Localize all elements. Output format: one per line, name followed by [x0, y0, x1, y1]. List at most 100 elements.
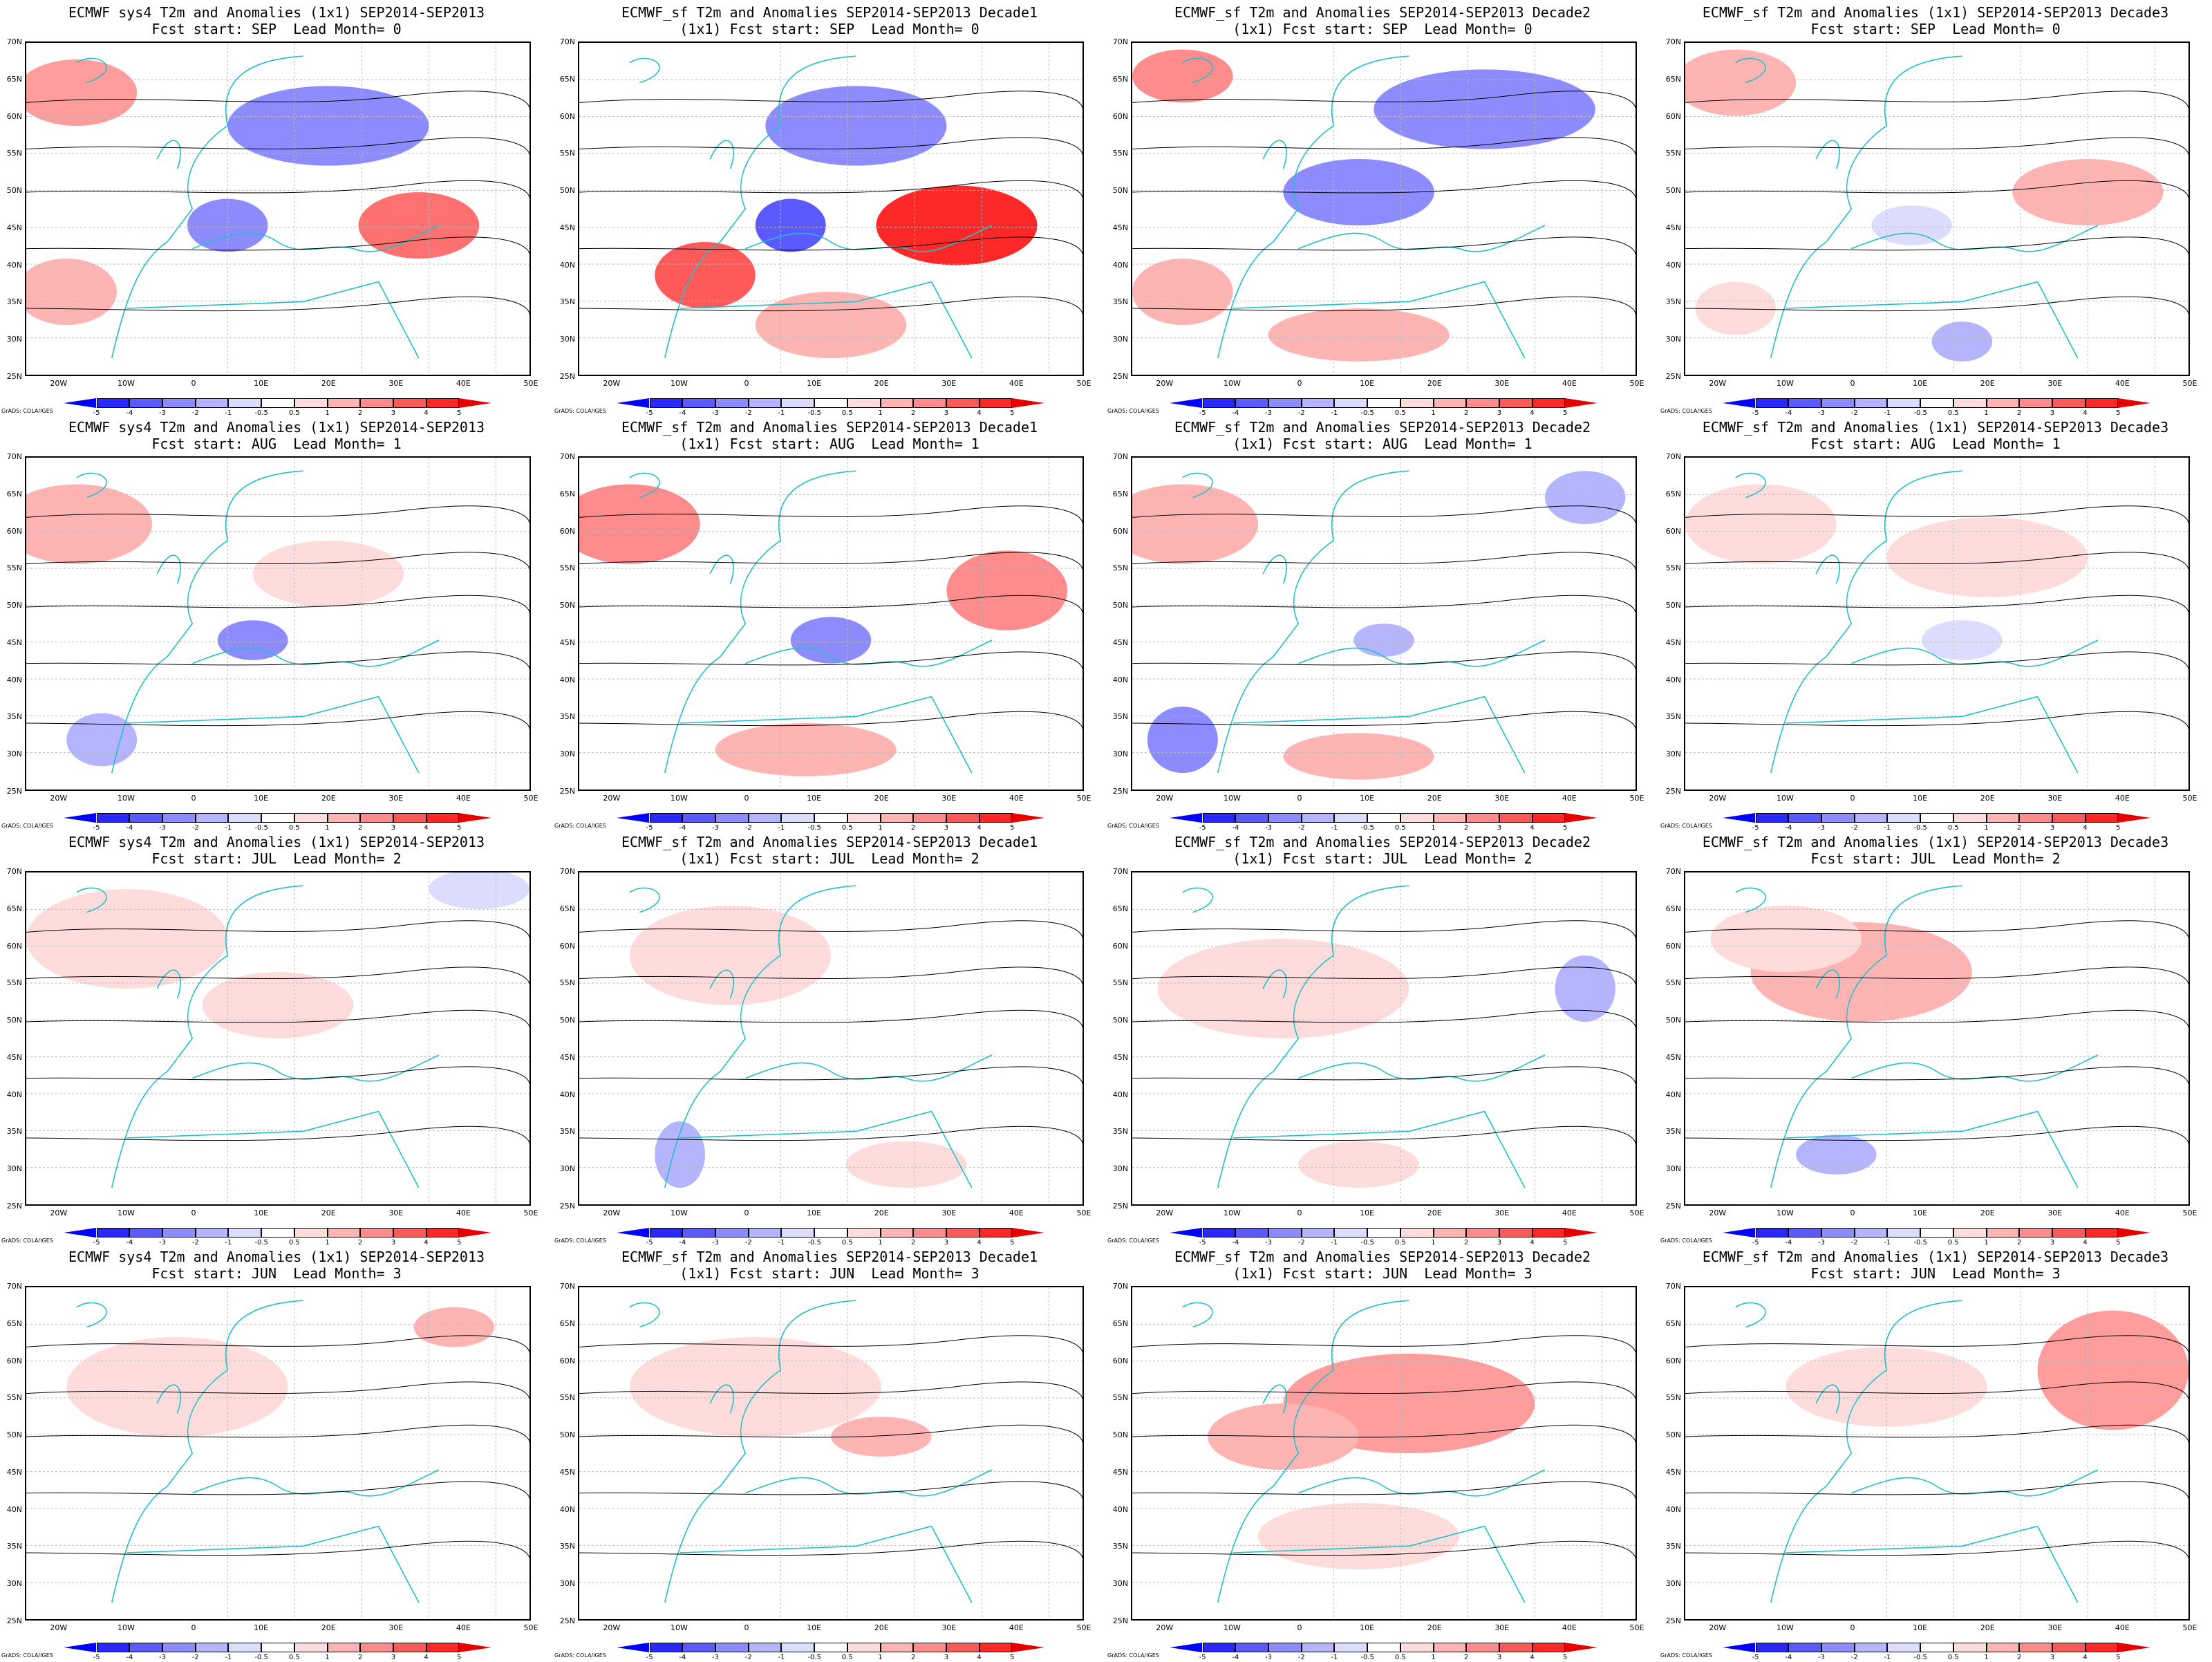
- longitude-labels: 20W 10W 0 10E 20E 30E 40E 50E: [578, 1623, 1091, 1633]
- colorbar-swatch: [1821, 1643, 1855, 1652]
- isotherm-contour: [579, 296, 1082, 315]
- latitude-label: 30N: [1112, 335, 1128, 344]
- colorbar-tick-label: -5: [93, 824, 100, 832]
- latitude-label: 50N: [6, 1430, 22, 1440]
- colorbar-tick-label: -4: [126, 1654, 133, 1661]
- colorbar-swatch: [979, 398, 1013, 408]
- colorbar-swatch: [1953, 398, 1987, 408]
- colorbar-tick-label: 2: [911, 1239, 916, 1246]
- latitude-label: 70N: [6, 37, 22, 46]
- colorbar-tick-label: 1: [1431, 824, 1436, 832]
- colorbar-swatch: [715, 398, 749, 408]
- colorbar-swatch: [715, 1228, 749, 1238]
- coastline: [76, 1300, 440, 1603]
- latitude-label: 40N: [1665, 260, 1681, 270]
- map-area: [25, 456, 531, 791]
- longitude-label: 20W: [1156, 379, 1174, 388]
- colorbar-tick-label: 1: [325, 1654, 330, 1661]
- grads-credit: GrADS: COLA/IGES: [1107, 1652, 1159, 1659]
- longitude-label: 50E: [1629, 794, 1644, 803]
- longitude-label: 50E: [523, 794, 538, 803]
- longitude-labels: 20W 10W 0 10E 20E 30E 40E 50E: [578, 1208, 1091, 1218]
- latitude-label: 55N: [559, 1393, 575, 1403]
- colorbar-tick-label: 1: [878, 1654, 883, 1661]
- longitude-label: 0: [1850, 1623, 1855, 1632]
- anomaly-region: [1871, 205, 1952, 245]
- colorbar-ticks: -5 -4 -3 -2 -1 -0.5 0.5 1 2 3 4 5: [1170, 824, 1598, 832]
- colorbar-swatch: [649, 1228, 683, 1238]
- longitude-label: 10W: [1776, 1208, 1794, 1217]
- isotherm-contour: [26, 1424, 529, 1443]
- panel-title: ECMWF_sf T2m and Anomalies SEP2014-SEP20…: [1106, 1249, 1659, 1282]
- colorbar-swatch: [261, 813, 294, 823]
- colorbar-tick-label: -2: [744, 409, 752, 417]
- latitude-label: 55N: [1112, 1393, 1128, 1403]
- colorbar-tick-label: -5: [93, 1239, 100, 1246]
- map-panel: ECMWF_sf T2m and Anomalies SEP2014-SEP20…: [553, 1244, 1106, 1661]
- anomaly-region: [1283, 159, 1434, 225]
- colorbar-swatch: [1268, 1643, 1302, 1652]
- colorbar-ticks: -5 -4 -3 -2 -1 -0.5 0.5 1 2 3 4 5: [617, 824, 1045, 832]
- colorbar-tick-label: -2: [191, 1239, 199, 1246]
- map-svg: [1132, 872, 1635, 1204]
- anomaly-region: [655, 1121, 705, 1188]
- colorbar-tick-label: 0.5: [288, 1239, 300, 1246]
- isotherm-contour: [579, 1335, 1082, 1353]
- latitude-label: 50N: [1665, 1016, 1681, 1025]
- colorbar-swatch: [1755, 813, 1789, 823]
- colorbar-swatch: [1433, 813, 1467, 823]
- latitude-label: 45N: [1665, 223, 1681, 232]
- panel-title-line2: Fcst start: AUG Lead Month= 1: [151, 436, 402, 452]
- latitude-label: 25N: [1665, 372, 1681, 381]
- panel-title: ECMWF sys4 T2m and Anomalies (1x1) SEP20…: [0, 1249, 553, 1282]
- map-area: [25, 41, 531, 376]
- isotherm-contour: [26, 180, 529, 198]
- map-panel: ECMWF_sf T2m and Anomalies (1x1) SEP2014…: [1659, 830, 2212, 1246]
- map-area: [578, 41, 1084, 376]
- longitude-label: 10E: [1360, 794, 1375, 803]
- longitude-labels: 20W 10W 0 10E 20E 30E 40E 50E: [1684, 1208, 2197, 1218]
- isotherm-contour: [579, 1540, 1082, 1559]
- panel-title-line1: ECMWF_sf T2m and Anomalies SEP2014-SEP20…: [1174, 1249, 1591, 1265]
- colorbar: [1723, 813, 2151, 823]
- coastline: [1735, 470, 2099, 774]
- colorbar-tick-label: -2: [1850, 1654, 1858, 1661]
- panel-title-line2: (1x1) Fcst start: JUL Lead Month= 2: [1232, 850, 1533, 867]
- colorbar-arrow: [1565, 1643, 1598, 1652]
- anomaly-region: [1695, 281, 1777, 335]
- colorbar-tick-label: -3: [1265, 409, 1273, 417]
- colorbar-swatch: [327, 1643, 361, 1652]
- colorbar-swatch: [1433, 1643, 1467, 1652]
- grads-credit: GrADS: COLA/IGES: [1, 408, 53, 414]
- map-panel: ECMWF_sf T2m and Anomalies (1x1) SEP2014…: [1659, 415, 2212, 832]
- longitude-label: 10W: [1223, 379, 1241, 388]
- colorbar-tick-label: -5: [1752, 409, 1759, 417]
- colorbar-tick-label: 3: [391, 824, 396, 832]
- latitude-label: 70N: [1112, 867, 1128, 876]
- colorbar: [1170, 1228, 1598, 1238]
- latitude-label: 55N: [6, 149, 22, 158]
- colorbar-swatch: [1367, 1643, 1400, 1652]
- panel-title: ECMWF sys4 T2m and Anomalies (1x1) SEP20…: [0, 419, 553, 452]
- colorbar-tick-label: -4: [1785, 1239, 1792, 1246]
- anomaly-region: [1544, 471, 1626, 524]
- isotherm-contour: [1685, 180, 2188, 198]
- anomaly-region: [629, 1337, 881, 1437]
- colorbar-swatch: [294, 1643, 328, 1652]
- isotherm-contour: [26, 711, 529, 729]
- latitude-label: 35N: [1112, 1542, 1128, 1551]
- anomaly-region: [66, 713, 138, 767]
- longitude-label: 10W: [670, 1623, 688, 1632]
- longitude-label: 40E: [1009, 1208, 1024, 1217]
- colorbar-arrow: [2118, 398, 2151, 408]
- colorbar-swatch: [814, 1643, 847, 1652]
- colorbar-tick-label: 2: [2017, 1239, 2022, 1246]
- colorbar-arrow: [64, 1228, 96, 1238]
- colorbar-tick-label: -0.5: [254, 1654, 268, 1661]
- latitude-label: 45N: [6, 1467, 22, 1477]
- colorbar: [1170, 813, 1598, 823]
- longitude-label: 20E: [1980, 794, 1995, 803]
- colorbar-swatch: [2052, 813, 2086, 823]
- latitude-label: 60N: [1112, 941, 1128, 951]
- latitude-label: 25N: [559, 1616, 575, 1625]
